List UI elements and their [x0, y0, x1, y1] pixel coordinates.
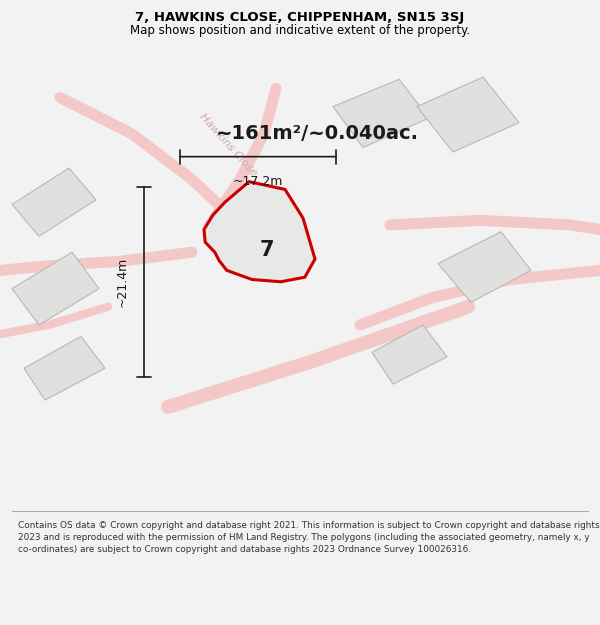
Text: ~17.2m: ~17.2m — [233, 175, 283, 188]
Text: Contains OS data © Crown copyright and database right 2021. This information is : Contains OS data © Crown copyright and d… — [18, 521, 599, 554]
Polygon shape — [333, 79, 429, 148]
Text: ~21.4m: ~21.4m — [116, 257, 129, 307]
Polygon shape — [204, 182, 315, 282]
Polygon shape — [438, 232, 531, 302]
Text: 7: 7 — [260, 240, 274, 260]
Text: Map shows position and indicative extent of the property.: Map shows position and indicative extent… — [130, 24, 470, 38]
Polygon shape — [12, 168, 96, 236]
Polygon shape — [24, 336, 105, 400]
Text: ~161m²/~0.040ac.: ~161m²/~0.040ac. — [216, 124, 419, 143]
Text: 7, HAWKINS CLOSE, CHIPPENHAM, SN15 3SJ: 7, HAWKINS CLOSE, CHIPPENHAM, SN15 3SJ — [136, 11, 464, 24]
Text: Hawkins Close: Hawkins Close — [197, 112, 259, 179]
Polygon shape — [12, 253, 99, 325]
Polygon shape — [417, 77, 519, 152]
Polygon shape — [372, 325, 447, 384]
